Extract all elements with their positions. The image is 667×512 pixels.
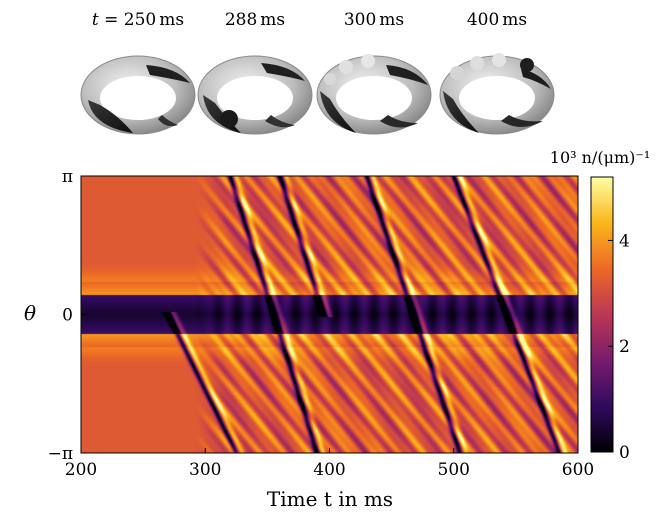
y-axis-label: θ [24, 301, 36, 325]
snapshot-label-1: t = 250 ms [92, 10, 184, 30]
heatmap-plot: 200 300 400 500 600 −π 0 π Time t in ms θ [24, 167, 594, 511]
heatmap-canvas [81, 176, 578, 453]
y-tick-label: 0 [62, 306, 73, 326]
y-tick-label: −π [48, 444, 73, 464]
ring-snapshot-4 [439, 53, 555, 135]
colorbar-label: 10³ n/(μm)⁻¹ [550, 148, 650, 167]
ring-snapshot-1 [80, 55, 196, 135]
ring-snapshot-3 [316, 54, 432, 135]
x-tick-label: 400 [313, 460, 345, 480]
y-tick-label: π [62, 167, 73, 187]
x-tick-label: 200 [65, 460, 97, 480]
snapshot-label-2: 288 ms [225, 10, 285, 30]
snapshot-label-4: 400 ms [467, 10, 527, 30]
y-axis-ticks: −π 0 π [48, 167, 86, 464]
snapshot-labels: t = 250 ms 288 ms 300 ms 400 ms [92, 10, 527, 30]
x-tick-label: 500 [438, 460, 470, 480]
ring-snapshot-2 [197, 55, 313, 135]
colorbar-tick-label: 4 [619, 231, 630, 251]
x-tick-label: 600 [562, 460, 594, 480]
colorbar-gradient [590, 176, 614, 453]
colorbar-tick-label: 2 [619, 337, 630, 357]
snapshot-label-3: 300 ms [344, 10, 404, 30]
x-axis-ticks: 200 300 400 500 600 [65, 448, 594, 480]
colorbar-tick-label: 0 [619, 443, 630, 463]
colorbar-ticks: 0 2 4 [608, 231, 630, 463]
colorbar: 0 2 4 10³ n/(μm)⁻¹ [550, 148, 650, 463]
x-tick-label: 300 [189, 460, 221, 480]
x-axis-label: Time t in ms [267, 487, 393, 511]
